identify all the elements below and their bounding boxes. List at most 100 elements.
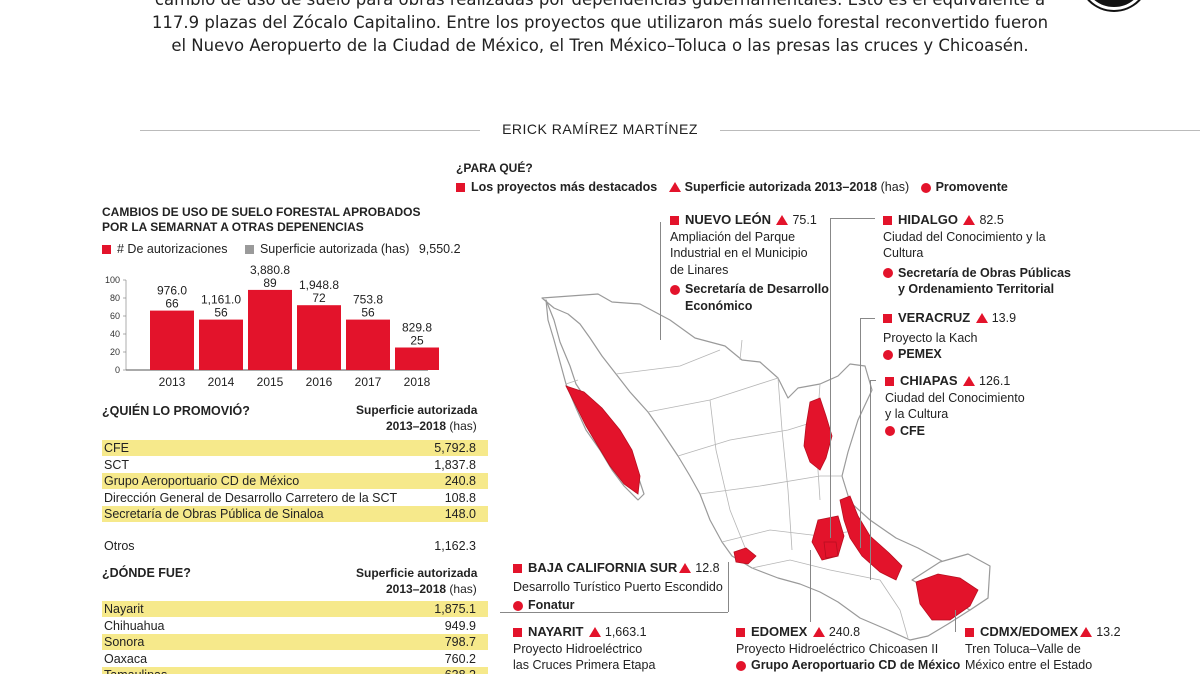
callout-state: HIDALGO bbox=[898, 212, 958, 227]
state-border-line bbox=[699, 475, 842, 495]
callout-veracruz: VERACRUZ 13.9 Proyecto la Kach PEMEX bbox=[883, 310, 1016, 363]
count-legend-swatch bbox=[102, 245, 111, 255]
promoters-col-header-2: 2013–2018 (has) bbox=[386, 419, 477, 433]
publication-logo bbox=[1080, 0, 1148, 10]
callout-area: 82.5 bbox=[979, 213, 1004, 227]
callout-promoter: Fonatur bbox=[528, 598, 575, 612]
project-legend-label: Los proyectos más destacados bbox=[471, 180, 658, 194]
project-square-icon bbox=[670, 216, 679, 226]
callout-area: 13.9 bbox=[991, 311, 1017, 325]
bar-2014 bbox=[199, 319, 243, 370]
byline-rule-right bbox=[720, 130, 1200, 131]
callout-project-line: Desarrollo Turístico Puerto Escondido bbox=[513, 579, 723, 594]
promoter-row-value: 108.8 bbox=[444, 490, 476, 505]
bar-count-label: 56 bbox=[214, 306, 228, 320]
places-col-header-1: Superficie autorizada bbox=[356, 566, 478, 580]
callout-line-hidalgo bbox=[830, 218, 831, 538]
project-square-icon bbox=[883, 314, 892, 324]
promoter-row-name: Grupo Aeroportuario CD de México bbox=[104, 474, 300, 488]
callout-area: 240.8 bbox=[828, 625, 861, 639]
bar-2018 bbox=[395, 347, 439, 370]
callout-promoter: PEMEX bbox=[898, 347, 942, 361]
highlighted-states bbox=[565, 385, 979, 621]
places-title: ¿DÓNDE FUE? bbox=[102, 566, 191, 580]
callout-project-line: las Cruces Primera Etapa bbox=[513, 658, 656, 672]
bar-area-label: 1,161.0 bbox=[201, 293, 241, 307]
x-tick-label: 2017 bbox=[355, 375, 382, 389]
state-border-line bbox=[709, 399, 751, 561]
callout-area: 13.2 bbox=[1096, 625, 1121, 639]
promoter-row-value: 148.0 bbox=[444, 507, 476, 521]
callout-promoter-line: y Ordenamiento Territorial bbox=[898, 282, 1055, 296]
callout-state: CDMX/EDOMEX bbox=[980, 624, 1079, 639]
callout-promoter: Grupo Aeroportuario CD de México bbox=[751, 658, 961, 672]
callout-area: 75.1 bbox=[792, 213, 817, 227]
area-triangle-icon bbox=[963, 214, 976, 225]
area-triangle-icon bbox=[975, 312, 988, 323]
y-tick-label: 100 bbox=[105, 275, 120, 285]
area-triangle-icon bbox=[588, 626, 601, 637]
place-row-value: 798.7 bbox=[444, 635, 476, 649]
promoter-others-row-value: 1,162.3 bbox=[434, 539, 476, 553]
chart-title-line-2: POR LA SEMARNAT A OTRAS DEPENENCIAS bbox=[102, 220, 364, 234]
nuevo-leon-highlight bbox=[803, 397, 833, 471]
promoter-dot-icon bbox=[885, 426, 895, 437]
bar-count-label: 72 bbox=[312, 291, 326, 305]
callout-state: CHIAPAS bbox=[900, 373, 958, 388]
promoter-row: Grupo Aeroportuario CD de México 240.8 bbox=[102, 473, 488, 489]
state-border-line bbox=[777, 377, 793, 551]
y-tick-label: 60 bbox=[110, 311, 120, 321]
project-square-icon bbox=[965, 628, 974, 638]
area-triangle-icon bbox=[679, 562, 692, 573]
callout-promoter: Secretaría de Obras Públicas bbox=[898, 265, 1072, 280]
chart-legend: # De autorizaciones Superficie autorizad… bbox=[102, 242, 461, 256]
callout-project-line: Industrial en el Municipio bbox=[670, 246, 808, 260]
map-legend-title: ¿PARA QUÉ? bbox=[456, 161, 533, 175]
bar-area-label: 753.8 bbox=[353, 293, 383, 307]
edomex-highlight bbox=[823, 541, 839, 559]
place-row-name: Tamaulipas bbox=[104, 667, 167, 674]
places-col-header-unit: (has) bbox=[449, 582, 477, 596]
place-row: Sonora 798.7 bbox=[102, 634, 488, 650]
callout-area: 1,663.1 bbox=[604, 625, 647, 639]
bar-2016 bbox=[297, 305, 341, 370]
callout-project-line: Ciudad del Conocimiento bbox=[885, 390, 1025, 405]
promoter-row-name: CFE bbox=[104, 441, 129, 455]
promoters-col-header-unit: (has) bbox=[449, 419, 477, 433]
place-row: Nayarit 1,875.1 bbox=[102, 601, 488, 617]
callout-line-edomex bbox=[810, 550, 811, 622]
intro-line-3: el Nuevo Aeropuerto de la Ciudad de Méxi… bbox=[171, 36, 1029, 55]
project-square-icon bbox=[883, 216, 892, 226]
place-row: Tamaulipas 638.2 bbox=[102, 667, 488, 674]
callout-nayarit: NAYARIT 1,663.1 Proyecto Hidroeléctrico … bbox=[513, 624, 655, 674]
bar-chart: 02040608010066976.02013561,161.02014893,… bbox=[105, 263, 439, 389]
area-legend-swatch bbox=[244, 245, 254, 255]
callout-promoter-line: Económico bbox=[685, 298, 753, 313]
bar-area-label: 976.0 bbox=[157, 284, 187, 298]
callout-cdmx: CDMX/EDOMEX 13.2 Tren Toluca–Valle de Méx… bbox=[965, 624, 1121, 674]
veracruz-highlight bbox=[839, 495, 903, 581]
callout-line-bcs bbox=[728, 562, 729, 612]
promoters-col-header-1: Superficie autorizada bbox=[356, 403, 478, 417]
project-square-icon bbox=[513, 564, 522, 574]
promoter-row-name: Secretaría de Obras Pública de Sinaloa bbox=[104, 507, 324, 521]
promoter-row: CFE 5,792.8 bbox=[102, 440, 488, 456]
promoter-row: Secretaría de Obras Pública de Sinaloa 14… bbox=[102, 506, 488, 522]
place-row-value: 760.2 bbox=[444, 651, 476, 666]
x-tick-label: 2014 bbox=[208, 375, 235, 389]
state-border-line bbox=[677, 419, 821, 457]
bar-area-label: 829.8 bbox=[402, 321, 432, 335]
callout-line-nuevo-leon bbox=[660, 222, 661, 340]
project-square-icon bbox=[885, 377, 894, 387]
callout-area: 126.1 bbox=[979, 374, 1011, 388]
callout-promoter: CFE bbox=[900, 423, 925, 438]
state-borders bbox=[565, 339, 909, 639]
callout-hidalgo: HIDALGO 82.5 Ciudad del Conocimiento y l… bbox=[883, 212, 1071, 298]
area-triangle-icon bbox=[812, 626, 825, 637]
count-legend-label: # De autorizaciones bbox=[117, 242, 228, 256]
area-legend-triangle bbox=[668, 181, 681, 192]
area-triangle-icon bbox=[1080, 626, 1093, 637]
state-border-line bbox=[879, 579, 909, 639]
bar-2013 bbox=[150, 310, 194, 370]
promoter-dot-icon bbox=[736, 660, 746, 671]
